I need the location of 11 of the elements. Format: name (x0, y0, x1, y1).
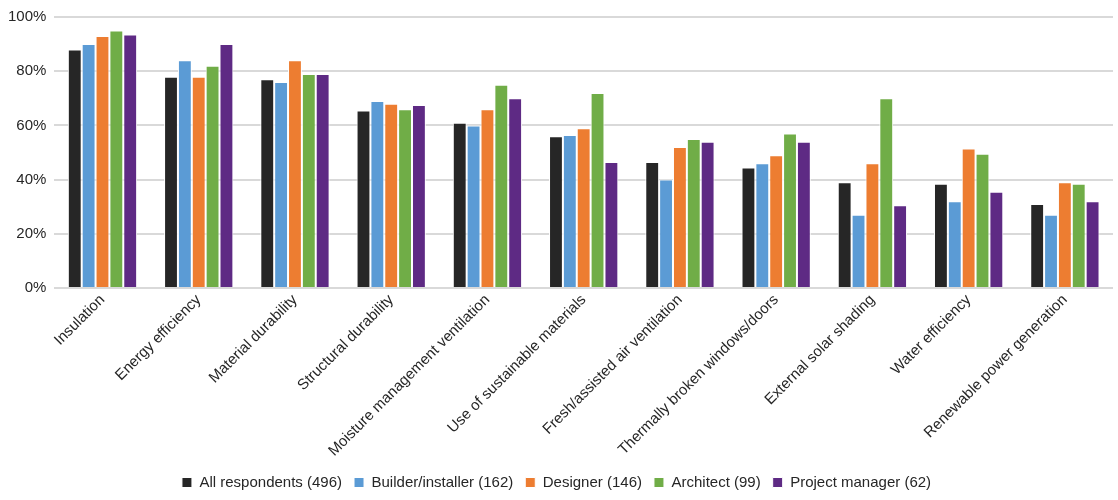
y-tick-label: 60% (16, 115, 47, 133)
legend-label: Builder/installer (162) (371, 472, 514, 490)
y-tick-label: 100% (7, 7, 47, 25)
y-tick-label: 20% (16, 223, 47, 241)
legend-label: Designer (146) (542, 472, 642, 490)
legend-label: All respondents (496) (199, 472, 343, 490)
y-tick-label: 40% (16, 169, 47, 187)
legend-label: Project manager (62) (790, 472, 932, 490)
y-tick-label: 80% (16, 61, 47, 79)
y-tick-label: 0% (24, 278, 47, 296)
legend-label: Architect (99) (671, 472, 761, 490)
